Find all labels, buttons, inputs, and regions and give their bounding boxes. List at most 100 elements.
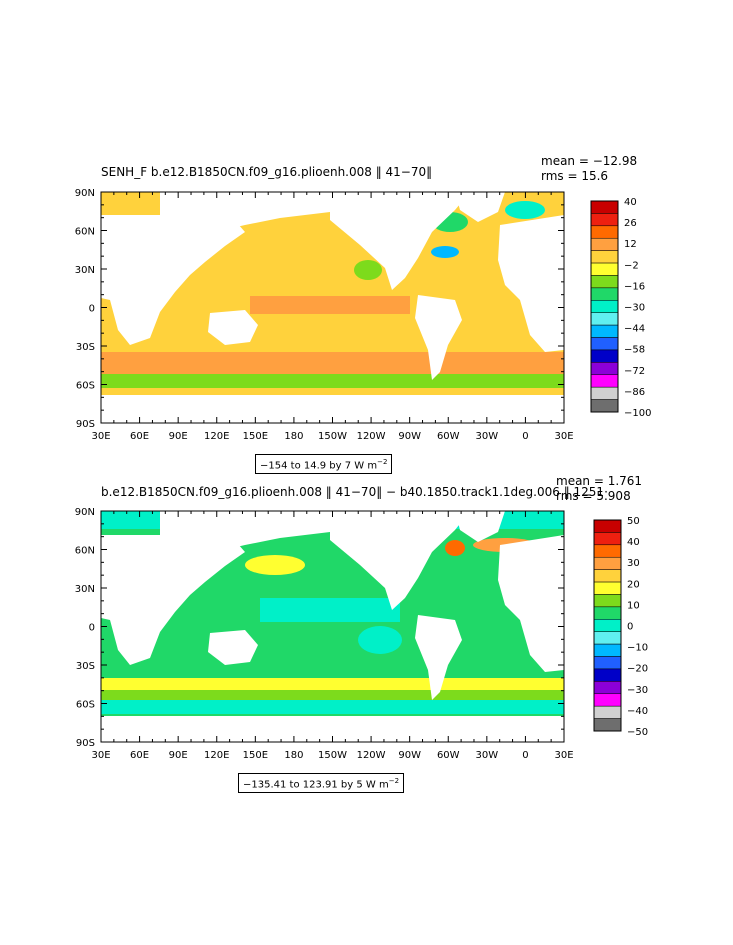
- panel-2-colorbar-segment: [593, 532, 622, 546]
- panel-2-colorbar-label: 30: [627, 558, 640, 569]
- panel-1-colorbar-label: 26: [624, 218, 637, 229]
- panel-2-colorbar-label: −40: [627, 706, 648, 717]
- panel-1-contour-exp: −2: [377, 458, 388, 466]
- panel-2-x-tick-label: 60W: [437, 750, 460, 761]
- panel-1-equatorial-band: [250, 296, 410, 314]
- panel-2-mean: mean = 1.761: [556, 474, 643, 488]
- panel-1-x-tick-label: 0: [522, 431, 528, 442]
- panel-2-antarctic-shelf: [101, 700, 564, 714]
- panel-2-land-africa-eurasia: [101, 535, 245, 665]
- panel-2-colorbar-label: 10: [627, 600, 640, 611]
- panel-1-y-tick-label: 60N: [75, 227, 95, 238]
- panel-2-land-north-america: [330, 511, 470, 610]
- panel-1-y-ticks: 90N 60N 30N 0 30S 60S 90S: [75, 188, 564, 430]
- panel-1-colorbar-segment: [590, 386, 619, 400]
- panel-1-y-tick-label: 30S: [76, 342, 95, 353]
- panel-1-colorbar-segment: [590, 312, 619, 326]
- panel-1-colorbar-label: −58: [624, 345, 645, 356]
- panel-1-colorbar-segment: [590, 300, 619, 313]
- panel-2-land-australia: [208, 630, 258, 665]
- panel-2-contour-text: −135.41 to 123.91 by 5 W m: [243, 779, 389, 791]
- panel-2-y-ticks: 90N 60N 30N 0 30S 60S 90S: [75, 507, 564, 749]
- panel-1-colorbar-segment: [590, 262, 619, 276]
- panel-2-rms: rms = 5.908: [556, 489, 631, 503]
- panel-2-land-antarctica: [101, 716, 564, 742]
- panel-2-colorbar-label: −20: [627, 664, 648, 675]
- panel-2-x-tick-label: 60E: [130, 750, 149, 761]
- panel-1-x-tick-label: 180: [284, 431, 303, 442]
- panel-2-continents: [101, 511, 564, 742]
- panel-2-pacific-cool-band: [260, 598, 400, 622]
- panel-1-nordic-seas: [505, 201, 545, 219]
- panel-1-x-tick-label: 30W: [476, 431, 499, 442]
- panel-2-contour-exp: −2: [388, 777, 400, 785]
- panel-2-y-tick-label: 60S: [76, 700, 95, 711]
- panel-1-colorbar-label: −72: [624, 366, 645, 377]
- panel-1-y-tick-label: 90S: [76, 419, 95, 430]
- panel-1-southern-ocean-band: [101, 352, 564, 374]
- panel-2-y-tick-label: 30N: [75, 584, 95, 595]
- panel-2-contour-info: −135.41 to 123.91 by 5 W m−2: [238, 773, 405, 794]
- panel-1-land-africa-eurasia: [101, 215, 245, 345]
- panel-1-colorbar-label: −16: [624, 281, 645, 292]
- panel-2-colorbar-segment: [593, 681, 622, 695]
- panel-2-x-tick-label: 0: [522, 750, 528, 761]
- panel-1-colorbar-label: −30: [624, 303, 645, 314]
- panel-1-colorbar-segment: [590, 275, 619, 289]
- panel-2-colorbar-segment: [593, 705, 622, 719]
- panel-1-map: 30E 60E 90E 120E 150E 180 150W 120W 90W 60W 30W 0 30…: [75, 188, 652, 442]
- panel-2-southern-ocean-band: [101, 690, 564, 700]
- panel-2-x-tick-label: 90E: [169, 750, 188, 761]
- panel-2-colorbar-segment: [593, 606, 622, 620]
- panel-1-colorbar-segment: [590, 349, 619, 363]
- panel-1-colorbar-segment: [590, 250, 619, 264]
- panel-1-colorbar-frame: [590, 200, 619, 413]
- panel-1-north-atlantic-feature: [354, 260, 382, 280]
- panel-2-colorbar-segment: [593, 594, 622, 608]
- panel-1-y-tick-label: 0: [89, 304, 95, 315]
- panel-2-colorbar-frame: [593, 519, 622, 732]
- panel-2-x-tick-label: 30E: [554, 750, 573, 761]
- panel-1-colorbar-segment: [590, 213, 619, 227]
- panel-2-colorbar-label: −50: [627, 727, 648, 738]
- panel-2-y-tick-label: 90S: [76, 738, 95, 749]
- panel-1-continents: [101, 192, 564, 423]
- panel-1-land-south-america: [415, 295, 462, 380]
- panel-2-colorbar-label: 0: [627, 622, 633, 633]
- panel-1-x-tick-label: 120E: [204, 431, 229, 442]
- panel-1-colorbar-label: −86: [624, 387, 645, 398]
- panel-1-features: [101, 201, 564, 388]
- panel-2-x-tick-label: 30E: [91, 750, 110, 761]
- panel-1-colorbar-segment: [590, 362, 619, 376]
- panel-1-colorbar-segment: [590, 399, 619, 413]
- panel-1-colorbar-segment: [590, 225, 619, 239]
- panel-2-colorbar-segment: [593, 643, 622, 657]
- panel-2-gulf-stream-warm: [445, 540, 465, 556]
- panel-1-colorbar-label: −100: [624, 408, 651, 419]
- panel-2-land-greenland: [455, 511, 505, 542]
- panel-2-y-tick-label: 0: [89, 623, 95, 634]
- panel-1-x-tick-label: 120W: [357, 431, 386, 442]
- panel-2-land-south-america: [415, 615, 462, 700]
- panel-2-title: b.e12.B1850CN.f09_g16.plioenh.008 ‖ 41−7…: [101, 485, 608, 499]
- panel-2-north-pacific-warm: [245, 555, 305, 575]
- panel-2-colorbar-label: −30: [627, 685, 648, 696]
- panel-2-colorbar-segment: [593, 569, 622, 583]
- panel-1-y-tick-label: 90N: [75, 188, 95, 199]
- panel-2-colorbar-segment: [593, 693, 622, 707]
- panel-1-colorbar-label: −2: [624, 260, 639, 271]
- panel-2-colorbar-segment: [593, 718, 622, 732]
- panel-1-colorbar-segment: [590, 337, 619, 351]
- panel-2-colorbar-label: −10: [627, 643, 648, 654]
- panel-1-colorbar-label: −44: [624, 324, 645, 335]
- panel-2-colorbar-segment: [593, 656, 622, 670]
- panel-2-colorbar-segment: [593, 631, 622, 645]
- panel-1-x-tick-label: 150E: [243, 431, 268, 442]
- panel-2-colorbar: 50 40 30 20 10 0 −10 −20 −30 −40 −50: [593, 516, 648, 738]
- panel-2-y-tick-label: 90N: [75, 507, 95, 518]
- panel-1-colorbar-segment: [590, 324, 619, 338]
- panel-1-mean: mean = −12.98: [541, 154, 638, 168]
- panel-1-contour-text: −154 to 14.9 by 7 W m: [260, 460, 378, 472]
- panel-1-colorbar-segment: [590, 200, 619, 214]
- panel-2-southern-ocean-warm: [101, 678, 564, 690]
